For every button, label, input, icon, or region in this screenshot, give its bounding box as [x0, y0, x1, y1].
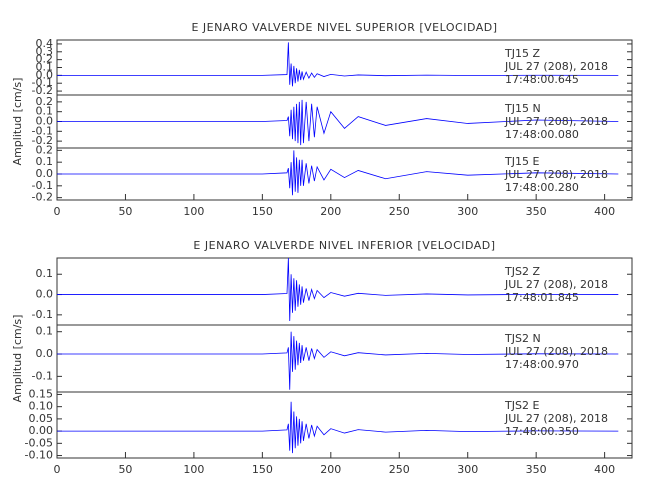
trace-annotation: 17:48:01.845: [505, 291, 579, 304]
y-axis-label: Amplitud [cm/s]: [11, 78, 24, 166]
trace-annotation: 17:48:00.080: [505, 128, 579, 141]
y-axis-label: Amplitud [cm/s]: [11, 315, 24, 403]
y-tick-label: -0.2: [32, 84, 53, 97]
x-tick-label: 250: [389, 205, 410, 218]
y-tick-label: -0.2: [32, 191, 53, 204]
y-tick-label: 0.2: [36, 95, 54, 108]
x-tick-label: 200: [320, 205, 341, 218]
y-tick-label: -0.1: [32, 179, 53, 192]
y-tick-label: 0.0: [36, 68, 54, 81]
y-tick-label: 0.0: [36, 115, 54, 128]
trace: [57, 331, 619, 390]
y-tick-label: 0.3: [36, 45, 54, 58]
trace: [57, 257, 619, 321]
trace-annotation: 17:48:00.970: [505, 358, 579, 371]
y-tick-label: 0.0: [36, 288, 54, 301]
trace-annotation: TJ15 Z: [504, 47, 540, 60]
y-tick-label: 0.1: [36, 61, 54, 74]
x-tick-label: 250: [389, 463, 410, 476]
chart-title: E JENARO VALVERDE NIVEL INFERIOR [VELOCI…: [193, 239, 495, 252]
y-tick-label: 0.0: [36, 347, 54, 360]
x-tick-label: 400: [594, 463, 615, 476]
y-tick-label: -0.10: [25, 449, 53, 462]
x-tick-label: 200: [320, 463, 341, 476]
y-tick-label: 0.00: [29, 424, 54, 437]
trace-annotation: JUL 27 (208), 2018: [504, 60, 608, 73]
trace-annotation: 17:48:00.645: [505, 73, 579, 86]
trace-annotation: TJS2 Z: [504, 265, 540, 278]
y-tick-label: 0.1: [36, 267, 54, 280]
y-tick-label: 0.1: [36, 325, 54, 338]
x-tick-label: 400: [594, 205, 615, 218]
y-tick-label: -0.1: [32, 124, 53, 137]
y-tick-label: -0.1: [32, 76, 53, 89]
trace: [57, 401, 619, 454]
y-tick-label: -0.1: [32, 369, 53, 382]
trace-annotation: JUL 27 (208), 2018: [504, 168, 608, 181]
trace-annotation: JUL 27 (208), 2018: [504, 412, 608, 425]
y-tick-label: 0.15: [29, 387, 54, 400]
x-tick-label: 300: [457, 463, 478, 476]
y-tick-label: 0.4: [36, 37, 54, 50]
y-tick-label: 0.2: [36, 143, 54, 156]
y-tick-label: 0.2: [36, 53, 54, 66]
x-tick-label: 0: [54, 463, 61, 476]
trace: [57, 99, 619, 146]
trace-annotation: TJS2 E: [504, 399, 539, 412]
x-tick-label: 300: [457, 205, 478, 218]
trace: [57, 150, 619, 196]
trace-annotation: TJ15 E: [504, 155, 539, 168]
y-tick-label: -0.2: [32, 134, 53, 147]
trace-annotation: TJ15 N: [504, 102, 541, 115]
x-tick-label: 100: [183, 463, 204, 476]
x-tick-label: 50: [118, 463, 132, 476]
trace-annotation: JUL 27 (208), 2018: [504, 278, 608, 291]
x-tick-label: 0: [54, 205, 61, 218]
x-tick-label: 350: [526, 205, 547, 218]
x-tick-label: 50: [118, 205, 132, 218]
trace-annotation: 17:48:00.350: [505, 425, 579, 438]
panel-frame: [56, 391, 633, 459]
x-tick-label: 350: [526, 463, 547, 476]
y-tick-label: 0.05: [29, 412, 54, 425]
x-tick-label: 150: [252, 205, 273, 218]
trace-annotation: JUL 27 (208), 2018: [504, 345, 608, 358]
x-tick-label: 100: [183, 205, 204, 218]
y-tick-label: -0.1: [32, 308, 53, 321]
y-tick-label: 0.1: [36, 155, 54, 168]
trace-annotation: TJS2 N: [504, 332, 541, 345]
trace: [57, 42, 619, 87]
trace-annotation: 17:48:00.280: [505, 181, 579, 194]
y-tick-label: -0.05: [25, 436, 53, 449]
trace-annotation: JUL 27 (208), 2018: [504, 115, 608, 128]
x-tick-label: 150: [252, 463, 273, 476]
y-tick-label: 0.10: [29, 400, 54, 413]
chart-title: E JENARO VALVERDE NIVEL SUPERIOR [VELOCI…: [191, 21, 497, 34]
y-tick-label: 0.1: [36, 105, 54, 118]
y-tick-label: 0.0: [36, 167, 54, 180]
